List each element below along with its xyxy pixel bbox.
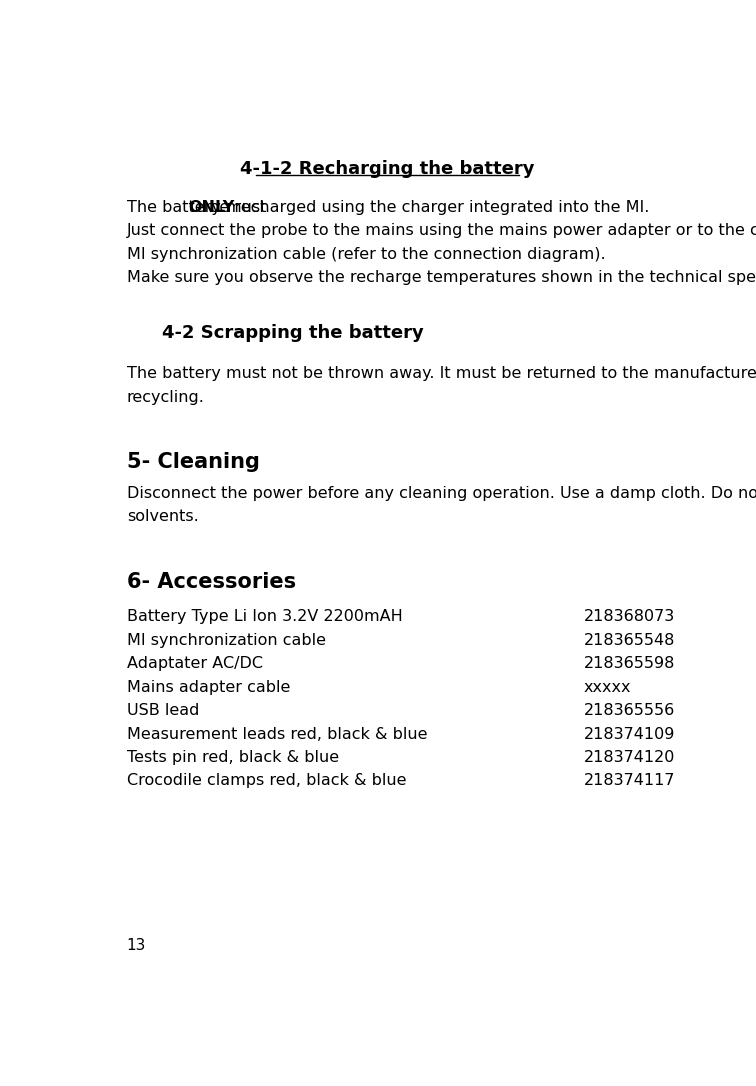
Text: be recharged using the charger integrated into the MI.: be recharged using the charger integrate… [203,200,649,215]
Text: The battery must: The battery must [127,200,271,215]
Text: USB lead: USB lead [127,703,199,718]
Text: 13: 13 [127,938,146,954]
Text: 218374120: 218374120 [584,750,675,765]
Text: Mains adapter cable: Mains adapter cable [127,680,290,695]
Text: Make sure you observe the recharge temperatures shown in the technical specifica: Make sure you observe the recharge tempe… [127,270,756,285]
Text: recycling.: recycling. [127,390,205,405]
Text: 5- Cleaning: 5- Cleaning [127,452,259,472]
Text: Just connect the probe to the mains using the mains power adapter or to the car : Just connect the probe to the mains usin… [127,223,756,238]
Text: xxxxx: xxxxx [584,680,631,695]
Text: Disconnect the power before any cleaning operation. Use a damp cloth. Do not use: Disconnect the power before any cleaning… [127,485,756,501]
Text: Crocodile clamps red, black & blue: Crocodile clamps red, black & blue [127,773,406,788]
Text: 218365598: 218365598 [584,656,675,671]
Text: 218368073: 218368073 [584,609,675,624]
Text: solvents.: solvents. [127,509,199,525]
Text: Tests pin red, black & blue: Tests pin red, black & blue [127,750,339,765]
Text: Adaptater AC/DC: Adaptater AC/DC [127,656,263,671]
Text: 218365556: 218365556 [584,703,675,718]
Text: The battery must not be thrown away. It must be returned to the manufacturer for: The battery must not be thrown away. It … [127,366,756,381]
Text: Measurement leads red, black & blue: Measurement leads red, black & blue [127,727,427,742]
Text: 4-1-2 Recharging the battery: 4-1-2 Recharging the battery [240,160,534,178]
Text: 218374109: 218374109 [584,727,675,742]
Text: 6- Accessories: 6- Accessories [127,572,296,592]
Text: MI synchronization cable (refer to the connection diagram).: MI synchronization cable (refer to the c… [127,247,606,262]
Text: Battery Type Li Ion 3.2V 2200mAH: Battery Type Li Ion 3.2V 2200mAH [127,609,402,624]
Text: 218365548: 218365548 [584,633,675,648]
Text: 218374117: 218374117 [584,773,675,788]
Text: ONLY: ONLY [188,200,234,215]
Text: MI synchronization cable: MI synchronization cable [127,633,326,648]
Text: 4-2 Scrapping the battery: 4-2 Scrapping the battery [162,325,423,342]
